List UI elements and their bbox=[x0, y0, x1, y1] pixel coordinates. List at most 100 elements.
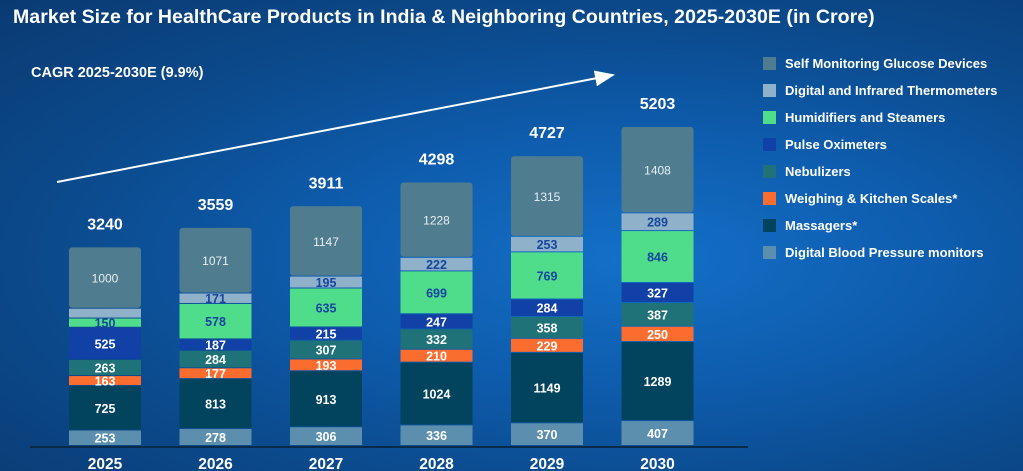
data-label: 284 bbox=[205, 353, 226, 367]
data-label: 1228 bbox=[423, 214, 450, 228]
legend-item: Humidifiers and Steamers bbox=[763, 104, 997, 131]
bar-segment bbox=[179, 428, 252, 445]
data-label: 358 bbox=[537, 321, 558, 335]
bar-segment bbox=[400, 182, 473, 257]
data-label: 578 bbox=[205, 315, 226, 329]
legend-label: Self Monitoring Glucose Devices bbox=[785, 56, 988, 71]
legend-item: Weighing & Kitchen Scales* bbox=[763, 185, 997, 212]
bar-segment bbox=[179, 339, 252, 350]
data-label: 177 bbox=[205, 367, 226, 381]
legend-item: Pulse Oximeters bbox=[763, 131, 997, 158]
bar-segment bbox=[290, 371, 362, 427]
data-label: 278 bbox=[205, 431, 226, 445]
data-label: 1000 bbox=[92, 272, 119, 286]
cagr-annotation: CAGR 2025-2030E (9.9%) bbox=[31, 65, 204, 81]
total-label: 5203 bbox=[640, 96, 676, 113]
bar-segment bbox=[69, 376, 141, 386]
legend-swatch bbox=[763, 57, 776, 70]
bar-segment bbox=[69, 386, 141, 430]
bar-segment bbox=[400, 271, 473, 314]
bar-segment bbox=[179, 368, 252, 379]
total-label: 4727 bbox=[529, 125, 565, 142]
data-label: 1071 bbox=[202, 254, 229, 268]
bar-segment bbox=[511, 338, 583, 352]
bar-segment bbox=[621, 302, 694, 326]
bar-segment bbox=[400, 329, 473, 349]
bar-segment bbox=[621, 127, 694, 213]
data-label: 193 bbox=[316, 359, 337, 373]
data-label: 187 bbox=[205, 339, 226, 353]
bar-segment bbox=[511, 316, 583, 338]
data-label: 307 bbox=[316, 344, 337, 358]
data-label: 525 bbox=[95, 337, 116, 351]
bar-segment bbox=[511, 156, 583, 236]
legend-swatch bbox=[763, 246, 776, 259]
legend-swatch bbox=[763, 219, 776, 232]
bar-segment bbox=[179, 350, 252, 368]
data-label: 284 bbox=[537, 302, 558, 316]
x-tick-label: 2027 bbox=[309, 456, 343, 471]
bar-segment bbox=[511, 236, 583, 252]
data-label: 336 bbox=[426, 429, 447, 443]
total-label: 3911 bbox=[309, 175, 344, 192]
legend-swatch bbox=[763, 165, 776, 178]
bar-segment bbox=[69, 308, 141, 318]
data-label: 1315 bbox=[534, 190, 561, 204]
bar-segment bbox=[290, 327, 362, 340]
legend-item: Digital Blood Pressure monitors bbox=[763, 239, 997, 266]
cagr-arrow bbox=[56, 70, 615, 183]
legend-swatch bbox=[763, 192, 776, 205]
legend-item: Self Monitoring Glucose Devices bbox=[763, 50, 997, 77]
bar-segment bbox=[400, 362, 473, 425]
bar-segment bbox=[69, 430, 141, 445]
data-label: 253 bbox=[95, 432, 116, 446]
bar-segment bbox=[69, 247, 141, 308]
data-label: 229 bbox=[537, 339, 558, 353]
data-label: 150 bbox=[95, 317, 116, 331]
legend-label: Weighing & Kitchen Scales* bbox=[785, 191, 958, 206]
bar-segment bbox=[400, 349, 473, 362]
data-label: 263 bbox=[95, 361, 116, 375]
bar-segment bbox=[621, 342, 694, 421]
data-label: 1149 bbox=[533, 382, 560, 396]
legend-label: Pulse Oximeters bbox=[785, 137, 887, 152]
bar-segment bbox=[179, 303, 252, 339]
data-label: 327 bbox=[647, 286, 668, 300]
data-label: 1147 bbox=[313, 235, 339, 249]
bar-segment bbox=[511, 352, 583, 423]
data-label: 306 bbox=[316, 430, 337, 444]
legend-label: Humidifiers and Steamers bbox=[785, 110, 946, 125]
total-label: 3240 bbox=[87, 216, 123, 233]
x-tick-label: 2028 bbox=[419, 456, 454, 471]
bar-segment bbox=[621, 282, 694, 302]
data-label: 163 bbox=[95, 375, 116, 389]
legend-item: Massagers* bbox=[763, 212, 997, 239]
data-label: 407 bbox=[647, 427, 668, 441]
chart-title: Market Size for HealthCare Products in I… bbox=[13, 6, 875, 28]
bar-segment bbox=[621, 231, 694, 282]
data-label: 813 bbox=[205, 398, 226, 412]
data-label: 222 bbox=[426, 258, 447, 272]
bar-segment bbox=[621, 213, 694, 231]
legend-swatch bbox=[763, 84, 776, 97]
legend: Self Monitoring Glucose Devices Digital … bbox=[763, 50, 997, 266]
legend-swatch bbox=[763, 111, 776, 124]
x-tick-label: 2029 bbox=[530, 456, 565, 471]
x-tick-label: 2030 bbox=[640, 456, 674, 471]
legend-item: Digital and Infrared Thermometers bbox=[763, 77, 997, 104]
bar-segment bbox=[69, 327, 141, 359]
data-label: 1289 bbox=[644, 375, 672, 389]
data-label: 215 bbox=[316, 328, 337, 342]
data-label: 846 bbox=[647, 251, 668, 265]
bar-segment bbox=[511, 299, 583, 316]
legend-label: Nebulizers bbox=[785, 164, 851, 179]
data-label: 250 bbox=[647, 328, 668, 342]
data-label: 769 bbox=[537, 269, 558, 283]
data-label: 387 bbox=[647, 308, 668, 322]
bar-segment bbox=[179, 379, 252, 428]
legend-label: Digital Blood Pressure monitors bbox=[785, 245, 984, 260]
data-label: 289 bbox=[647, 216, 668, 230]
bar-segment bbox=[290, 288, 362, 327]
data-label: 332 bbox=[426, 333, 447, 347]
